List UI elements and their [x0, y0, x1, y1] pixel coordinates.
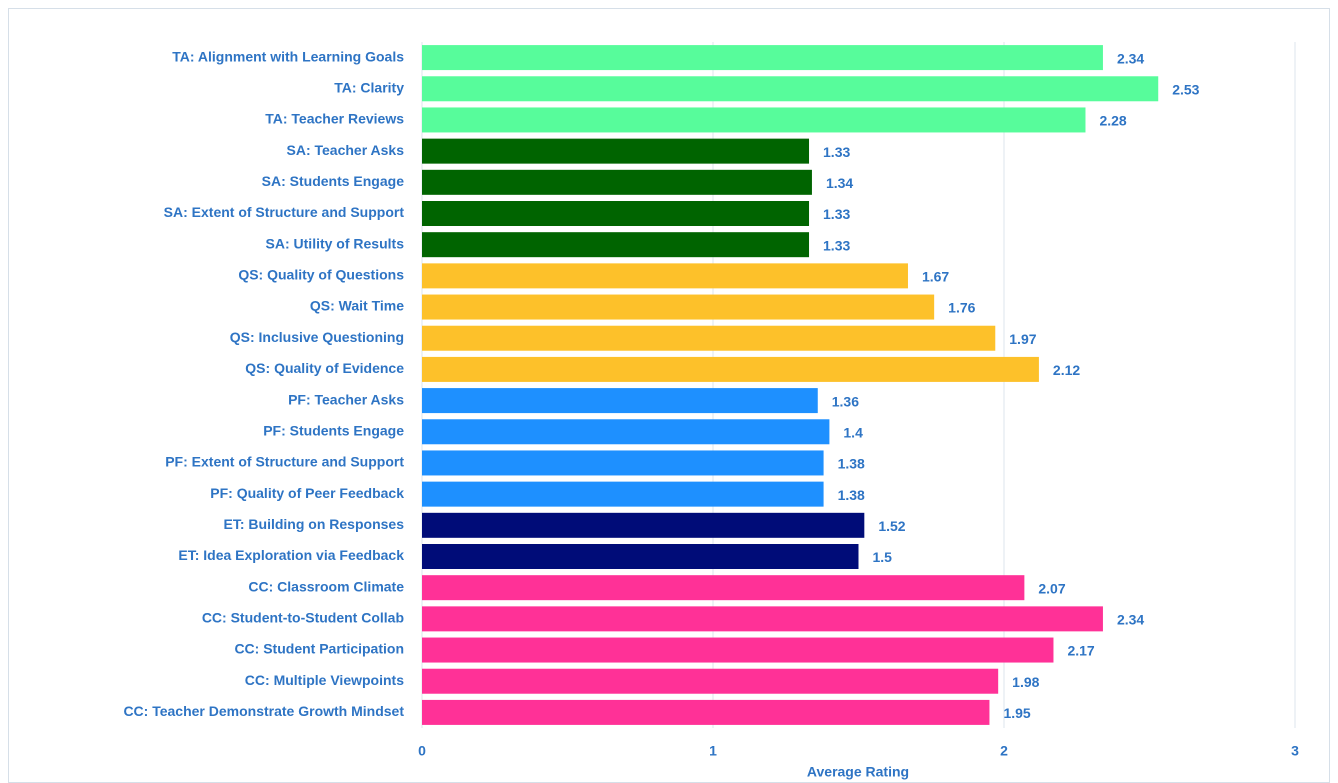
y-tick-label: CC: Teacher Demonstrate Growth Mindset — [123, 703, 404, 719]
value-label: 2.12 — [1053, 362, 1080, 378]
bar — [422, 419, 830, 445]
bar — [422, 107, 1086, 133]
value-label: 1.33 — [823, 237, 850, 253]
x-tick-label: 1 — [709, 743, 717, 759]
bar — [422, 512, 865, 538]
y-tick-label: PF: Extent of Structure and Support — [165, 454, 404, 470]
bar — [422, 263, 908, 289]
y-tick-label: TA: Teacher Reviews — [265, 111, 404, 127]
value-label: 1.34 — [826, 175, 853, 191]
y-tick-label: QS: Wait Time — [310, 298, 404, 314]
y-tick-label: ET: Idea Exploration via Feedback — [178, 547, 404, 563]
y-tick-label: CC: Multiple Viewpoints — [245, 672, 404, 688]
y-tick-label: CC: Student-to-Student Collab — [202, 610, 404, 626]
value-label: 1.97 — [1009, 331, 1036, 347]
value-label: 2.53 — [1172, 81, 1199, 97]
bar — [422, 544, 859, 569]
value-label: 1.5 — [873, 549, 893, 565]
value-label: 2.17 — [1067, 643, 1094, 659]
y-tick-label: SA: Extent of Structure and Support — [164, 204, 405, 220]
value-label: 1.67 — [922, 269, 949, 285]
y-tick-label: SA: Teacher Asks — [287, 142, 405, 158]
y-tick-label: QS: Inclusive Questioning — [230, 329, 404, 345]
value-label: 1.95 — [1003, 705, 1030, 721]
bar — [422, 45, 1103, 71]
y-tick-label: SA: Students Engage — [262, 173, 405, 189]
bar — [422, 76, 1159, 102]
value-label: 1.36 — [832, 393, 859, 409]
x-tick-label: 0 — [418, 743, 426, 759]
value-label: 1.76 — [948, 300, 975, 316]
bar — [422, 481, 824, 507]
value-label: 1.38 — [838, 456, 865, 472]
y-tick-label: QS: Quality of Questions — [238, 267, 404, 283]
value-label: 1.4 — [843, 424, 863, 440]
y-tick-label: ET: Building on Responses — [224, 516, 405, 532]
bar — [422, 294, 935, 320]
bar — [422, 325, 996, 351]
bar — [422, 138, 810, 164]
value-label: 1.98 — [1012, 674, 1039, 690]
y-tick-label: PF: Quality of Peer Feedback — [210, 485, 404, 501]
x-tick-label: 3 — [1291, 743, 1299, 759]
y-tick-label: TA: Alignment with Learning Goals — [172, 48, 404, 64]
value-label: 2.28 — [1099, 113, 1126, 129]
bar — [422, 575, 1025, 601]
y-tick-label: SA: Utility of Results — [266, 235, 405, 251]
value-label: 1.38 — [838, 487, 865, 503]
bar — [422, 699, 990, 725]
bar — [422, 232, 810, 258]
bar — [422, 201, 810, 226]
value-label: 2.34 — [1117, 612, 1144, 628]
value-label: 2.34 — [1117, 50, 1144, 66]
value-label: 1.33 — [823, 144, 850, 160]
y-tick-label: CC: Student Participation — [234, 641, 404, 657]
y-tick-label: TA: Clarity — [334, 79, 404, 95]
y-tick-label: PF: Teacher Asks — [288, 391, 404, 407]
y-tick-label: QS: Quality of Evidence — [245, 360, 404, 376]
value-label: 1.33 — [823, 206, 850, 222]
bar — [422, 606, 1103, 632]
x-tick-label: 2 — [1000, 743, 1008, 759]
bar — [422, 450, 824, 476]
bar — [422, 668, 999, 694]
bar — [422, 388, 818, 414]
value-label: 1.52 — [878, 518, 905, 534]
y-tick-label: PF: Students Engage — [263, 422, 404, 438]
y-tick-label: CC: Classroom Climate — [248, 578, 404, 594]
x-axis-title: Average Rating — [807, 764, 909, 780]
bar — [422, 169, 812, 195]
bar — [422, 356, 1039, 382]
bar — [422, 637, 1054, 663]
value-label: 2.07 — [1038, 580, 1065, 596]
